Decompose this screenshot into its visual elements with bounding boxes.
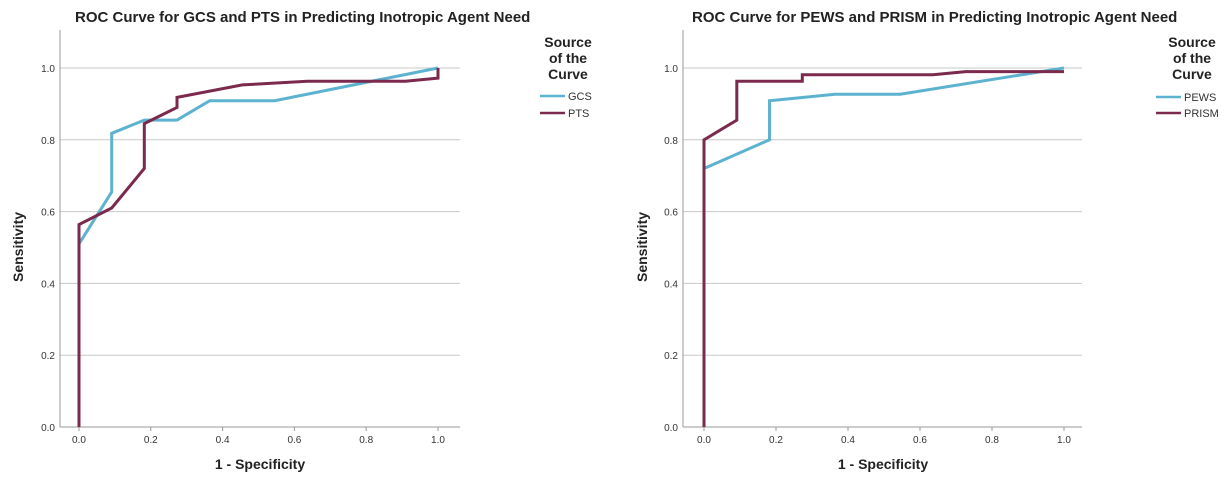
- y-tick-label: 0.6: [664, 208, 678, 219]
- roc-chart-pews-prism: ROC Curve for PEWS and PRISM in Predicti…: [634, 9, 1219, 472]
- x-tick-label: 0.4: [841, 435, 855, 446]
- legend-label-prism: PRISM: [1184, 108, 1219, 120]
- legend-label-gcs: GCS: [568, 91, 592, 103]
- axes: [682, 30, 1082, 428]
- y-tick-label: 0.6: [41, 208, 55, 219]
- series-line-gcs: [77, 66, 439, 245]
- legend-title-line-3: Curve: [1172, 66, 1212, 82]
- roc-chart-gcs-pts: ROC Curve for GCS and PTS in Predicting …: [10, 9, 592, 472]
- y-tick-label: 0.8: [664, 136, 678, 147]
- x-tick-label: 1.0: [431, 435, 445, 446]
- y-tick-label: 0.8: [41, 136, 55, 147]
- legend-label-pews: PEWS: [1184, 92, 1216, 104]
- legend-title-line-1: Source: [544, 34, 592, 50]
- x-tick-label: 0.0: [72, 435, 86, 446]
- x-axis-label: 1 - Specificity: [215, 456, 305, 472]
- grid: [60, 67, 460, 356]
- x-axis-label: 1 - Specificity: [838, 456, 928, 472]
- x-tick-label: 0.6: [287, 435, 301, 446]
- legend-title-line-3: Curve: [548, 66, 588, 82]
- x-tick-label: 1.0: [1057, 435, 1071, 446]
- x-tick-label: 0.8: [359, 435, 373, 446]
- y-tick-label: 1.0: [664, 64, 678, 75]
- axes: [59, 30, 460, 428]
- legend-title-line-2: of the: [1173, 50, 1211, 66]
- y-tick-label: 0.2: [664, 351, 678, 362]
- legend-title-line-1: Source: [1168, 34, 1216, 50]
- x-tick-label: 0.8: [985, 435, 999, 446]
- x-tick-label: 0.2: [769, 435, 783, 446]
- series-line-prism: [702, 70, 1064, 427]
- series-lines: [702, 66, 1065, 427]
- series-lines: [77, 66, 440, 427]
- legend-title-line-2: of the: [549, 50, 587, 66]
- x-tick-label: 0.0: [697, 435, 711, 446]
- y-axis-label: Sensitivity: [10, 212, 26, 282]
- y-tick-label: 0.0: [664, 423, 678, 434]
- tick-labels: 0.0 0.2 0.4 0.6 0.8 1.0 0.0 0.2 0.4 0.6 0.8 1.0: [664, 64, 1071, 446]
- y-tick-label: 0.2: [41, 351, 55, 362]
- grid: [683, 67, 1082, 356]
- x-tick-label: 0.6: [913, 435, 927, 446]
- legend: Source of the Curve PEWS PRISM: [1156, 34, 1219, 120]
- chart-panel-right: ROC Curve for PEWS and PRISM in Predicti…: [614, 0, 1227, 477]
- series-line-pews: [703, 66, 1065, 170]
- y-tick-label: 0.4: [41, 279, 55, 290]
- x-tick-label: 0.2: [144, 435, 158, 446]
- y-tick-label: 1.0: [41, 64, 55, 75]
- legend-label-pts: PTS: [568, 108, 589, 120]
- chart-panel-left: ROC Curve for GCS and PTS in Predicting …: [10, 9, 592, 472]
- y-tick-label: 0.0: [41, 423, 55, 434]
- chart-title: ROC Curve for PEWS and PRISM in Predicti…: [692, 9, 1177, 26]
- legend: Source of the Curve GCS PTS: [540, 34, 592, 120]
- tick-labels: 0.0 0.2 0.4 0.6 0.8 1.0 0.0 0.2 0.4 0.6 0.8 1.0: [41, 64, 445, 446]
- chart-title: ROC Curve for GCS and PTS in Predicting …: [75, 9, 530, 26]
- series-line-pts: [77, 68, 440, 427]
- y-axis-label: Sensitivity: [634, 212, 650, 282]
- y-tick-label: 0.4: [664, 279, 678, 290]
- x-tick-label: 0.4: [216, 435, 230, 446]
